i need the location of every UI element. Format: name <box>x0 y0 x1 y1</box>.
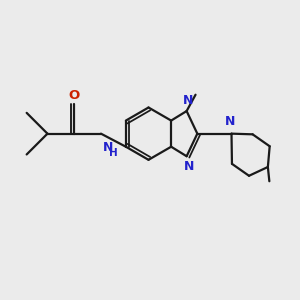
Text: N: N <box>225 115 235 128</box>
Text: O: O <box>69 89 80 102</box>
Text: N: N <box>102 141 113 154</box>
Text: N: N <box>184 160 194 173</box>
Text: H: H <box>109 148 118 158</box>
Text: N: N <box>183 94 193 107</box>
